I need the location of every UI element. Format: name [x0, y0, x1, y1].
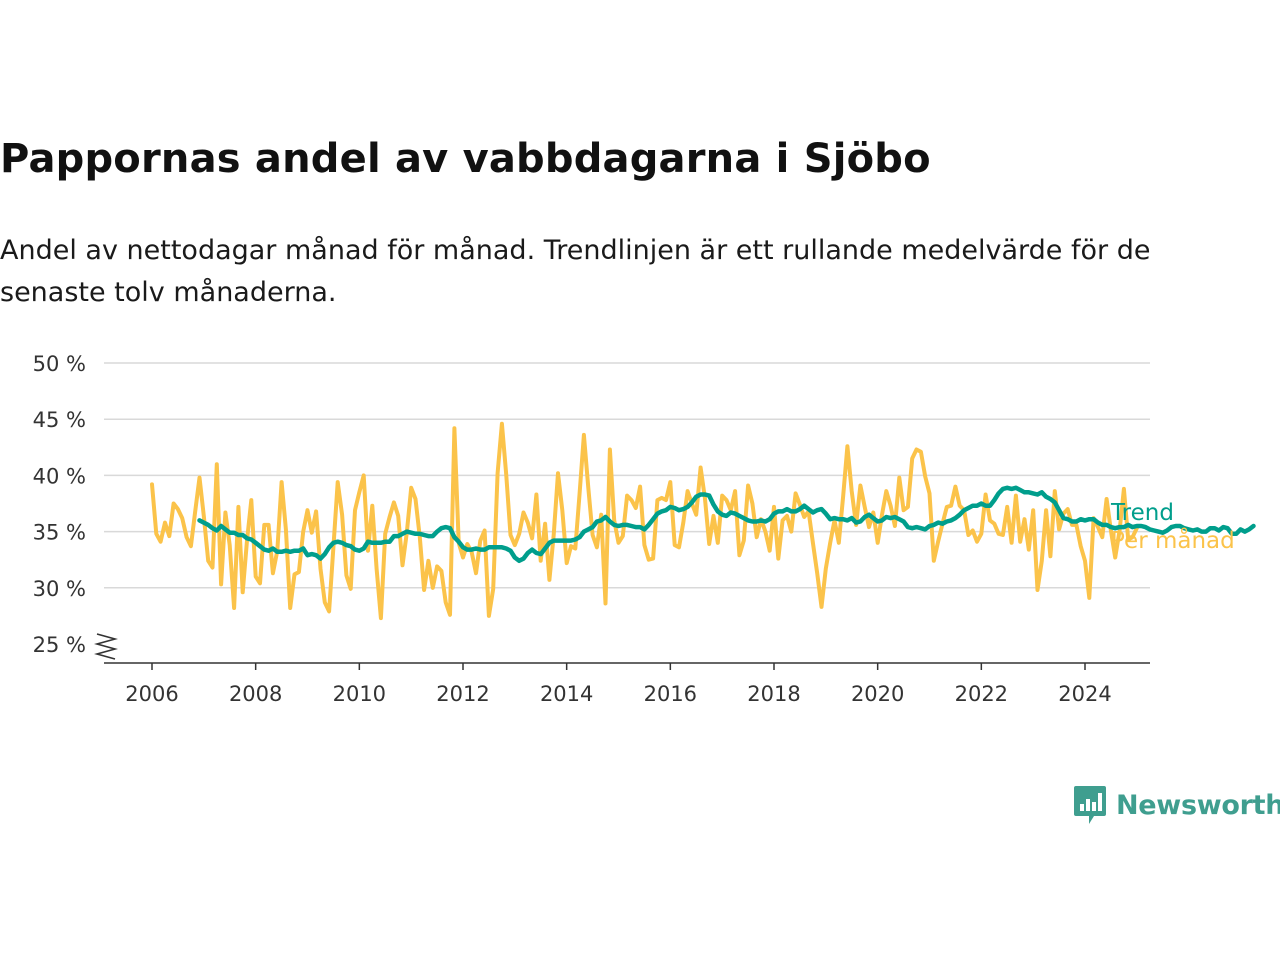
line-chart: 25 % 30 % 35 % 40 % 45 % 50 % 2006 2008 2010 201… — [33, 352, 1256, 706]
y-tick-label: 30 % — [33, 577, 86, 601]
x-tick-label: 2010 — [333, 682, 386, 706]
x-tick-label: 2014 — [540, 682, 593, 706]
chart-title: Pappornas andel av vabbdagarna i Sjöbo — [0, 136, 931, 182]
y-tick-label: 50 % — [33, 352, 86, 376]
brand-name: Newsworthy — [1116, 789, 1280, 821]
axis-break-icon — [94, 633, 118, 660]
series-line-trend — [197, 485, 1256, 564]
newsworthy-logo: Newsworthy — [1072, 784, 1280, 826]
x-tick-label: 2016 — [644, 682, 697, 706]
x-tick-label: 2008 — [229, 682, 282, 706]
newsworthy-logo-icon — [1074, 786, 1106, 824]
x-tick-label: 2020 — [851, 682, 904, 706]
series-line-per-månad — [150, 421, 1139, 621]
legend-label: Trend — [1110, 500, 1174, 526]
x-tick-label: 2024 — [1058, 682, 1111, 706]
y-tick-label: 25 % — [33, 633, 86, 657]
x-tick-label: 2022 — [955, 682, 1008, 706]
y-axis-ticks: 25 % 30 % 35 % 40 % 45 % 50 % — [33, 352, 118, 660]
chart-subtitle: Andel av nettodagar månad för månad. Tre… — [0, 235, 1151, 308]
x-tick-label: 2006 — [125, 682, 178, 706]
x-tick-label: 2018 — [747, 682, 800, 706]
y-tick-label: 35 % — [33, 521, 86, 545]
x-tick-label: 2012 — [436, 682, 489, 706]
series-lines — [150, 421, 1256, 621]
x-axis: 2006 2008 2010 2012 2014 2016 2018 2020 2022 2024 — [104, 662, 1150, 706]
y-tick-label: 40 % — [33, 464, 86, 488]
y-tick-label: 45 % — [33, 408, 86, 432]
legend-label: Per månad — [1111, 526, 1235, 554]
